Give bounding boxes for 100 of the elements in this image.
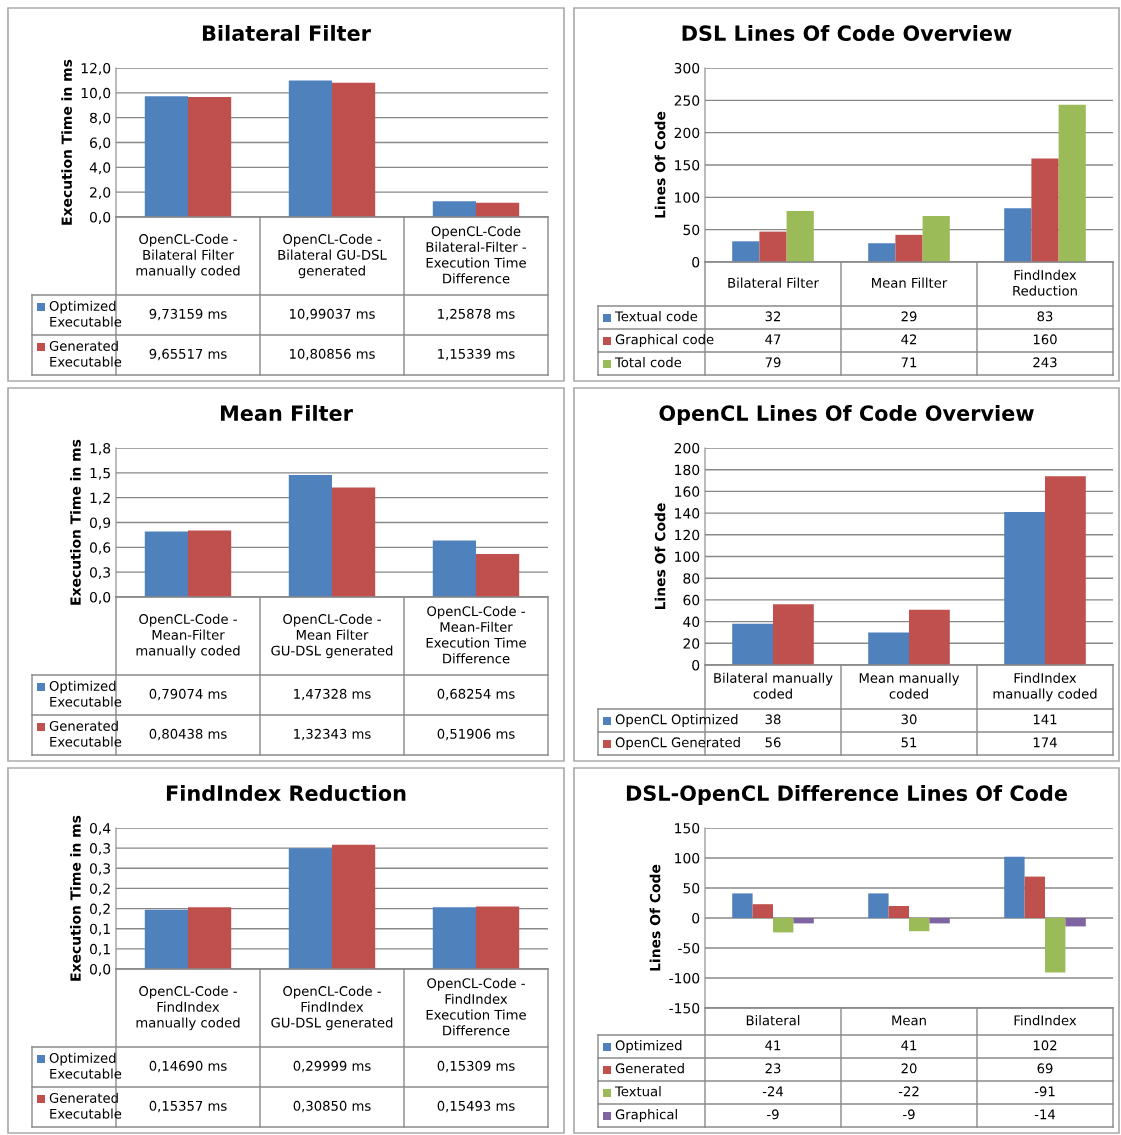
data-label: 0,30850 ms (293, 1100, 371, 1113)
bar (909, 918, 930, 932)
bar (432, 540, 476, 597)
bar (1004, 856, 1025, 918)
legend-label: Graphical code (615, 334, 714, 347)
data-label: 102 (1033, 1040, 1057, 1051)
data-label: 0,80438 ms (149, 728, 227, 741)
data-label: 47 (765, 334, 781, 345)
bar (432, 907, 476, 969)
x-tick-label: FindIndex (1014, 1015, 1077, 1026)
bar (793, 918, 814, 924)
y-tick-label: 0,2 (89, 903, 110, 916)
legend-label: Textual code (614, 311, 698, 322)
data-label: -9 (903, 1109, 915, 1120)
y-tick-label: 1,2 (90, 492, 110, 505)
chart-title: FindIndex Reduction (166, 784, 406, 802)
y-axis-title: Lines Of Code (654, 111, 666, 218)
y-tick-label: -50 (678, 942, 700, 954)
data-label: 30 (901, 714, 917, 725)
y-tick-label: 0,4 (89, 822, 111, 835)
data-label: 174 (1033, 737, 1057, 748)
legend-label: Optimized Executable (49, 680, 122, 707)
legend-label: Generated Executable (49, 720, 122, 747)
bar (759, 231, 787, 262)
data-label: 243 (1033, 357, 1057, 368)
bar (922, 216, 950, 262)
y-tick-label: 150 (675, 159, 700, 171)
y-axis-title: Lines Of Code (649, 864, 661, 971)
y-tick-label: 50 (683, 882, 700, 894)
legend-label: Graphical (615, 1109, 677, 1122)
chart-title: Bilateral Filter (202, 24, 371, 42)
y-tick-label: 40 (683, 616, 700, 628)
bar (1004, 512, 1045, 665)
data-label: 0,15357 ms (149, 1100, 227, 1113)
y-tick-label: 0 (692, 256, 700, 268)
x-tick-label: Mean manually coded (859, 672, 960, 699)
bar (868, 632, 909, 665)
y-tick-label: 120 (675, 529, 700, 541)
bar (476, 202, 520, 217)
data-label: 1,15339 ms (438, 348, 515, 361)
y-tick-label: 80 (683, 573, 700, 584)
y-tick-label: 140 (675, 508, 700, 519)
y-tick-label: 0,2 (89, 883, 110, 896)
x-tick-label: OpenCL-Code - Bilateral GU-DSL generated (278, 233, 387, 279)
data-label: 83 (1037, 311, 1053, 322)
bar (773, 918, 794, 933)
y-tick-label: 50 (683, 224, 700, 236)
x-tick-label: OpenCL-Code - FindIndex manually coded (136, 985, 240, 1031)
bar (332, 844, 376, 969)
data-label: 160 (1033, 334, 1057, 345)
bar (888, 906, 909, 918)
x-tick-label: OpenCL-Code Bilateral-Filter - Execution Time Difference (426, 225, 527, 284)
y-axis-title: Execution Time in ms (70, 815, 81, 981)
y-axis-title: Lines Of Code (654, 503, 666, 610)
bar (895, 234, 923, 262)
data-label: 41 (765, 1040, 781, 1051)
data-label: 10,80856 ms (290, 348, 375, 361)
data-label: 0,79074 ms (149, 688, 227, 701)
bar (732, 623, 773, 665)
data-label: 1,47328 ms (294, 688, 371, 701)
data-label: 32 (765, 311, 781, 322)
x-tick-label: OpenCL-Code - Mean-Filter manually coded (136, 613, 240, 659)
bar (332, 487, 376, 597)
bar (288, 80, 332, 217)
bar (1045, 918, 1066, 973)
x-tick-label: OpenCL-Code - FindIndex GU-DSL generated (271, 985, 393, 1031)
y-tick-label: 60 (683, 594, 700, 606)
bar (144, 531, 188, 597)
x-tick-label: FindIndex manually coded (993, 672, 1097, 702)
data-label: 0,51906 ms (437, 728, 515, 741)
y-tick-label: 160 (675, 486, 700, 497)
y-tick-label: 1,5 (90, 467, 110, 480)
bar (144, 909, 188, 969)
data-label: 51 (901, 737, 917, 748)
y-tick-label: 20 (683, 638, 700, 649)
y-tick-label: 4,0 (89, 162, 111, 175)
legend-label: Generated Executable (49, 340, 122, 367)
y-tick-label: 12,0 (81, 62, 111, 75)
y-tick-label: 150 (675, 822, 700, 834)
legend-label: OpenCL Generated (615, 737, 740, 750)
data-label: 23 (765, 1063, 781, 1074)
bar (1045, 476, 1086, 665)
y-tick-label: 0,0 (89, 591, 111, 604)
data-label: -22 (898, 1086, 919, 1097)
x-tick-label: OpenCL-Code - Bilateral Filter manually coded (136, 233, 240, 279)
bar (909, 609, 950, 665)
bar (188, 97, 232, 217)
chart-title: DSL Lines Of Code Overview (682, 24, 1012, 42)
y-tick-label: 6,0 (90, 137, 111, 150)
chart-title: Mean Filter (220, 404, 353, 422)
y-tick-label: 0,3 (89, 567, 111, 580)
bar (732, 893, 753, 918)
y-tick-label: 0,3 (89, 843, 111, 856)
data-label: 41 (901, 1040, 917, 1051)
y-tick-label: -100 (669, 972, 700, 984)
data-label: 141 (1033, 714, 1057, 725)
chart-title: DSL-OpenCL Difference Lines Of Code (626, 784, 1067, 806)
bar (929, 918, 950, 924)
y-tick-label: 0,9 (89, 517, 111, 530)
y-tick-label: 0 (692, 659, 700, 671)
